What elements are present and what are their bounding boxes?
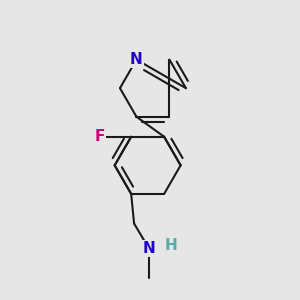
Text: F: F [94,129,105,144]
Text: H: H [165,238,178,253]
Text: N: N [130,52,143,67]
Text: N: N [142,241,155,256]
